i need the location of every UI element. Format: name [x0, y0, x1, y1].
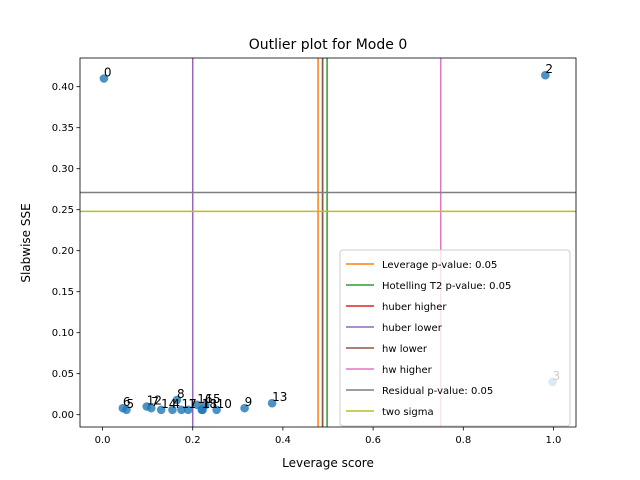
- data-point: [99, 74, 109, 83]
- data-point-label: 4: [172, 397, 180, 411]
- y-tick-label: 0.10: [52, 328, 74, 339]
- data-point-label: 5: [126, 397, 134, 411]
- legend-entry-label: Leverage p-value: 0.05: [382, 260, 497, 271]
- data-point-label: 15: [205, 392, 220, 406]
- data-point: [267, 398, 277, 408]
- data-point: [197, 405, 207, 415]
- data-point-label: 1: [188, 397, 196, 411]
- data-point-label: 13: [272, 390, 287, 404]
- x-axis-label: Leverage score: [282, 456, 374, 470]
- data-point: [172, 395, 182, 405]
- data-point-label: 6: [123, 395, 131, 409]
- axes-frame: [79, 57, 577, 428]
- data-point: [177, 405, 186, 415]
- x-tick-label: 0.8: [455, 435, 471, 446]
- data-point: [212, 405, 221, 415]
- x-tick-label: 0.0: [95, 435, 111, 446]
- data-point-label: 16: [197, 392, 212, 406]
- data-point: [541, 70, 550, 80]
- y-tick-label: 0.30: [52, 164, 74, 175]
- data-point-label: 0: [104, 66, 112, 80]
- data-point-label: 11: [203, 397, 218, 411]
- legend-entry-label: huber higher: [382, 302, 447, 313]
- chart-title: Outlier plot for Mode 0: [249, 37, 407, 53]
- data-point: [183, 405, 193, 415]
- y-tick-label: 0.05: [52, 369, 74, 380]
- legend-entry-label: huber lower: [382, 323, 443, 334]
- legend: Leverage p-value: 0.05 Hotelling T2 p-val…: [339, 249, 571, 427]
- data-point-label: 14: [161, 397, 176, 411]
- legend-entry-label: hw lower: [382, 344, 428, 355]
- y-tick-label: 0.15: [52, 287, 74, 298]
- data-point: [146, 403, 156, 413]
- y-tick-label: 0.35: [52, 123, 74, 134]
- x-axis: 0.0 0.2 0.4 0.6 0.8 1.0: [95, 427, 562, 446]
- data-point-label: 17: [181, 397, 196, 411]
- legend-entry-label: Residual p-value: 0.05: [382, 386, 493, 397]
- x-tick-label: 0.2: [185, 435, 201, 446]
- legend-entry-label: two sigma: [382, 407, 434, 418]
- data-point: [156, 405, 166, 415]
- y-axis-label: Slabwise SSE: [19, 203, 33, 282]
- legend-box: [339, 249, 571, 427]
- data-point-label: 7: [151, 395, 159, 409]
- y-tick-label: 0.25: [52, 205, 74, 216]
- data-point: [240, 403, 249, 413]
- data-point-label: 10: [217, 397, 232, 411]
- data-point-label: 9: [245, 395, 253, 409]
- data-point-label: 12: [147, 394, 162, 408]
- y-tick-label: 0.00: [52, 410, 74, 421]
- data-point-label: 8: [177, 387, 185, 401]
- data-point: [122, 405, 131, 415]
- x-tick-label: 1.0: [546, 435, 562, 446]
- legend-entry-label: hw higher: [382, 365, 433, 376]
- y-axis: 0.00 0.05 0.10 0.15 0.20 0.25 0.30 0.35 0.40: [52, 82, 80, 421]
- x-tick-label: 0.6: [365, 435, 381, 446]
- legend-entry-label: Hotelling T2 p-value: 0.05: [382, 281, 511, 292]
- data-point: [168, 405, 177, 415]
- data-point-label: 18: [202, 397, 217, 411]
- y-tick-label: 0.20: [52, 246, 74, 257]
- data-point-label: 2: [545, 62, 553, 76]
- y-tick-label: 0.40: [52, 82, 74, 93]
- plot-area: 0236512714841711611151810913: [79, 57, 577, 428]
- x-tick-label: 0.4: [275, 435, 291, 446]
